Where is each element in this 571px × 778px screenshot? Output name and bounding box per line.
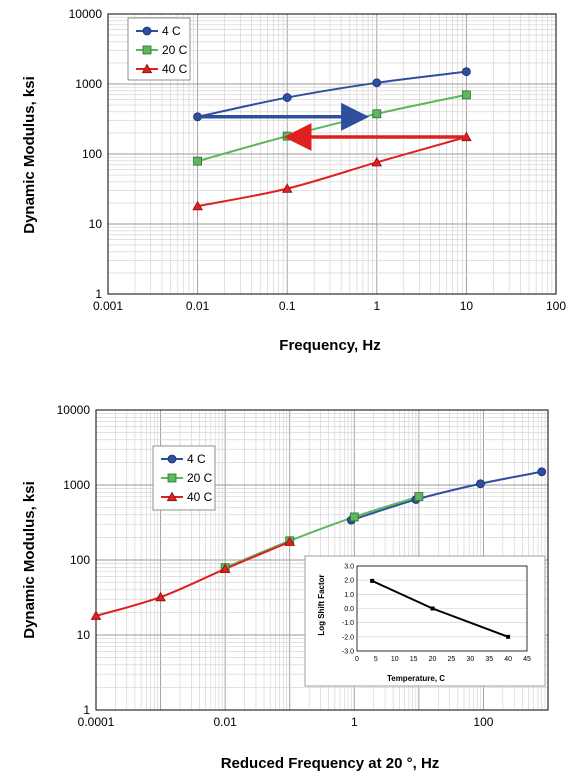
chart-1-legend-label: 20 C (162, 43, 188, 57)
chart-2-inset: 0 5 10 15 20 25 30 35 40 45 3.0 2.0 1.0 0.0 -1.0 -2.0 -3… (304, 555, 546, 687)
chart-2-legend-label: 20 C (187, 471, 213, 485)
chart-2-point-20-c (414, 492, 424, 502)
inset-x-tick-label: 0 (355, 656, 359, 663)
chart-2-y-tick-label: 1 (83, 703, 90, 717)
inset-x-tick-label: 5 (374, 656, 378, 663)
chart-1-series-line-20-c (197, 93, 467, 163)
inset-y-axis-label: Log Shift Factor (317, 574, 326, 635)
chart-1-y-axis-label: Dynamic Modulus, ksi (21, 76, 38, 234)
chart-2-plot-frame (95, 409, 549, 711)
inset-plot-frame (356, 565, 528, 652)
chart-1-point-40-c (192, 200, 203, 211)
chart-2-legend-label: 40 C (187, 490, 213, 504)
chart-2-y-tick-label: 100 (70, 553, 90, 567)
chart-1-y-tick-label: 1 (95, 287, 102, 301)
chart-1-legend-marker-20-c (142, 45, 152, 55)
chart-2-point-40-c (155, 591, 166, 602)
inset-y-tick-label: -3.0 (342, 649, 354, 656)
inset-x-axis-label: Temperature, C (387, 674, 445, 683)
chart-1-series-line-4-c (197, 70, 467, 118)
chart-1-x-tick-label: 0.1 (279, 299, 296, 313)
inset-point (506, 634, 511, 639)
chart-2-series-line-20-c (224, 495, 420, 569)
chart-1-legend: 4 C 20 C 40 C (127, 17, 191, 81)
chart-1-x-tick-label: 0.01 (186, 299, 210, 313)
chart-1-series (192, 67, 472, 211)
inset-x-tick-label: 15 (410, 656, 418, 663)
chart-1-series-line-40-c (197, 136, 467, 208)
inset-y-tick-label: 1.0 (344, 592, 354, 599)
chart-2-y-tick-label: 1000 (63, 478, 90, 492)
inset-y-tick-label: -1.0 (342, 620, 354, 627)
chart-2-series-line-40-c (95, 540, 291, 617)
chart-2-x-tick-label: 1 (351, 715, 358, 729)
inset-x-tick-label: 35 (485, 656, 493, 663)
chart-1-x-tick-label: 0.001 (93, 299, 123, 313)
chart-1-y-tick-label: 10000 (69, 7, 103, 21)
inset-x-tick-label: 40 (504, 656, 512, 663)
chart-2-point-40-c (284, 536, 295, 546)
inset-series (370, 578, 511, 639)
inset-point (370, 578, 375, 583)
inset-x-tick-label: 45 (523, 656, 531, 663)
inset-x-tick-label: 20 (429, 656, 437, 663)
chart-1-x-tick-label: 10 (460, 299, 474, 313)
chart-1-x-axis-label: Frequency, Hz (279, 337, 380, 354)
chart-2-y-tick-label: 10000 (57, 403, 91, 417)
inset-x-tick-label: 10 (391, 656, 399, 663)
inset-y-tick-label: 0.0 (344, 606, 354, 613)
chart-1-point-4-c (461, 67, 471, 77)
chart-2-point-4-c (537, 467, 547, 477)
chart-2-y-axis-label: Dynamic Modulus, ksi (21, 481, 38, 639)
inset-background (304, 555, 546, 687)
chart-1-point-40-c (371, 156, 383, 167)
chart-1-y-tick-label: 100 (82, 147, 102, 161)
chart-2-point-4-c (476, 479, 485, 489)
chart-2-legend-marker-4-c (167, 454, 177, 464)
chart-2-point-40-c (219, 563, 231, 574)
chart-2-point-40-c (90, 610, 102, 620)
chart-2-x-axis-label: Reduced Frequency at 20 °, Hz (221, 755, 440, 772)
chart-2-legend-marker-40-c (166, 491, 178, 502)
chart-2-legend: 4 C 20 C 40 C (152, 445, 216, 511)
inset-y-tick-label: 2.0 (344, 578, 354, 585)
chart-2-point-20-c (349, 512, 359, 522)
inset-y-tick-label: -2.0 (342, 634, 354, 641)
chart-2-legend-marker-20-c (167, 473, 177, 483)
chart-1-point-20-c (372, 109, 382, 119)
chart-1: 0.001 0.01 0.1 1 10 100 1 10 100 1000 10000 4 C 20 … (21, 7, 566, 354)
inset-x-tick-label: 25 (448, 656, 456, 663)
chart-2-legend-label: 4 C (187, 452, 206, 466)
chart-1-y-tick-label: 10 (89, 217, 103, 231)
chart-1-legend-label: 40 C (162, 62, 188, 76)
inset-x-tick-label: 30 (466, 656, 474, 663)
chart-1-x-tick-label: 1 (373, 299, 380, 313)
chart-2-x-tick-label: 0.0001 (78, 715, 115, 729)
chart-1-x-tick-label: 100 (546, 299, 566, 313)
chart-2-x-tick-label: 100 (473, 715, 493, 729)
chart-1-point-20-c (461, 90, 471, 100)
inset-tick-labels: 0 5 10 15 20 25 30 35 40 45 3.0 2.0 1.0 0.0 -1.0 -2.0 -3… (342, 564, 531, 664)
chart-2-series-line-4-c (351, 470, 542, 522)
chart-1-annotations (197, 102, 467, 151)
inset-y-tick-label: 3.0 (344, 564, 354, 571)
chart-1-y-tick-label: 1000 (75, 77, 102, 91)
chart-1-legend-marker-40-c (141, 63, 153, 74)
chart-1-point-40-c (281, 183, 293, 193)
chart-2-series (90, 467, 547, 620)
inset-point (430, 606, 435, 611)
chart-2-y-tick-label: 10 (77, 628, 91, 642)
chart-1-legend-marker-4-c (142, 26, 152, 36)
chart-1-plot-frame (107, 13, 557, 295)
chart-2-x-tick-label: 0.01 (213, 715, 237, 729)
chart-1-legend-label: 4 C (162, 24, 181, 38)
chart-1-point-4-c (372, 78, 382, 88)
chart-1-point-4-c (282, 93, 292, 102)
chart-1-point-20-c (193, 156, 203, 166)
chart-1-tick-labels: 0.001 0.01 0.1 1 10 100 1 10 100 1000 10000 (69, 7, 567, 313)
